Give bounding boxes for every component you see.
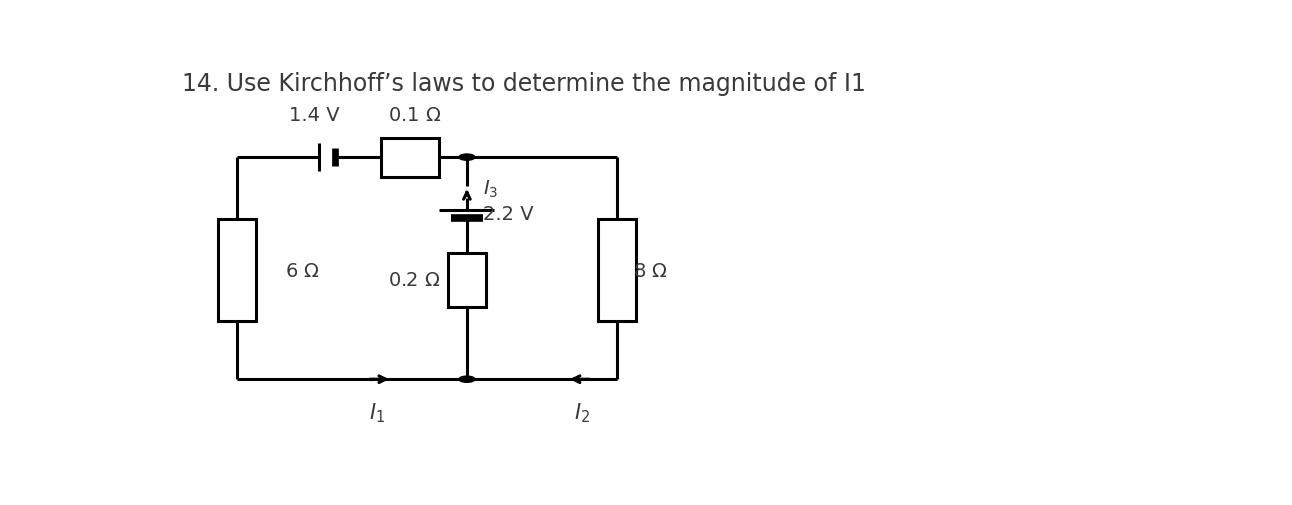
Text: $I_1$: $I_1$ [368, 401, 385, 424]
Text: $I_2$: $I_2$ [574, 401, 590, 424]
Text: 6 $\Omega$: 6 $\Omega$ [284, 261, 319, 280]
Bar [381, 138, 439, 177]
Text: 0.2 $\Omega$: 0.2 $\Omega$ [388, 271, 439, 290]
Text: $I_3$: $I_3$ [483, 178, 499, 199]
Text: 8 $\Omega$: 8 $\Omega$ [633, 261, 668, 280]
Text: 2.2 V: 2.2 V [483, 205, 534, 224]
Text: 14. Use Kirchhoff’s laws to determine the magnitude of I1: 14. Use Kirchhoff’s laws to determine th… [181, 72, 866, 96]
Text: 0.1 $\Omega$: 0.1 $\Omega$ [388, 106, 442, 125]
Bar [598, 220, 636, 321]
Text: 1.4 V: 1.4 V [289, 106, 340, 125]
Bar [448, 253, 486, 308]
Circle shape [459, 376, 475, 383]
Bar [217, 220, 256, 321]
Circle shape [459, 155, 475, 161]
